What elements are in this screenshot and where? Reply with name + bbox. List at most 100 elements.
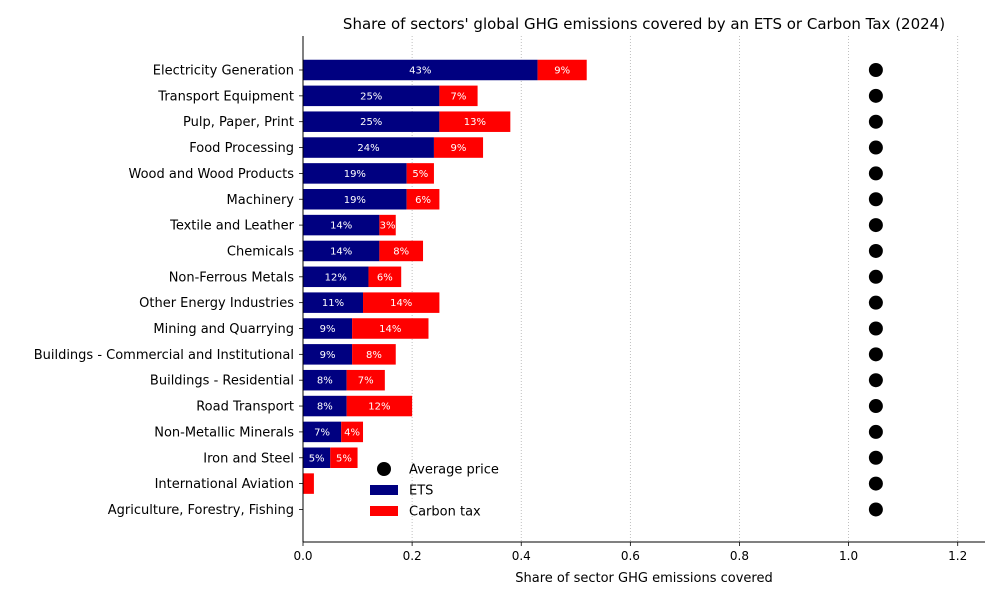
ets-bar [303, 421, 342, 443]
carbon-tax-bar-label: 7% [358, 376, 374, 387]
carbon-tax-bar-label: 6% [377, 272, 393, 283]
x-tick-label: 0.6 [621, 549, 640, 563]
y-tick-label: Machinery [227, 193, 295, 208]
carbon-tax-bar-label: 12% [368, 402, 390, 413]
carbon-tax-bar [352, 344, 396, 365]
ets-bar-label: 24% [357, 143, 379, 154]
x-tick-label: 0.4 [512, 549, 531, 563]
carbon-tax-bar-label: 5% [336, 453, 352, 464]
ets-bar-label: 7% [314, 427, 330, 438]
carbon-tax-bar [406, 163, 434, 184]
y-tick-label: Mining and Quarrying [153, 322, 294, 337]
carbon-tax-bar-label: 8% [393, 246, 409, 257]
carbon-tax-bar [433, 137, 484, 158]
ets-bar-label: 43% [409, 66, 431, 77]
carbon-tax-bar-label: 14% [379, 324, 401, 335]
carbon-tax-bar [439, 111, 511, 132]
x-tick-label: 0.2 [403, 549, 422, 563]
y-tick-label: Textile and Leather [169, 219, 295, 234]
average-price-marker [868, 502, 883, 517]
carbon-tax-bar [330, 447, 358, 468]
x-tick-label: 0.0 [293, 549, 312, 563]
carbon-tax-bar [352, 318, 429, 339]
average-price-marker [868, 321, 883, 336]
y-tick-label: Transport Equipment [157, 89, 294, 104]
y-tick-label: Wood and Wood Products [129, 167, 295, 182]
average-price-marker [868, 114, 883, 129]
y-tick-label: Agriculture, Forestry, Fishing [108, 503, 294, 518]
average-price-marker [868, 166, 883, 181]
average-price-marker [868, 476, 883, 491]
ets-bar [303, 318, 353, 339]
grid [411, 36, 959, 542]
carbon-tax-bar-label: 4% [344, 427, 360, 438]
y-tick-label: Other Energy Industries [139, 296, 294, 311]
carbon-tax-bar-label: 9% [554, 66, 570, 77]
carbon-tax-bar [346, 369, 385, 391]
y-tick-label: Pulp, Paper, Print [183, 115, 294, 130]
carbon-tax-bar [406, 189, 440, 210]
ets-bar [303, 59, 538, 81]
y-tick-label: Chemicals [227, 244, 294, 259]
ets-bar-label: 9% [320, 350, 336, 361]
chart-title: Share of sectors' global GHG emissions c… [343, 15, 945, 33]
y-tick-label: International Aviation [155, 477, 294, 492]
average-price-marker [868, 88, 883, 103]
carbon-tax-bar [346, 395, 413, 417]
y-tick-label: Non-Metallic Minerals [154, 425, 294, 440]
ets-bar [303, 85, 440, 107]
carbon-tax-bar [379, 240, 424, 262]
average-price-marker [868, 347, 883, 362]
ets-bar [303, 395, 347, 417]
legend-label: ETS [409, 484, 433, 499]
carbon-tax-bar [363, 292, 440, 313]
ets-bar [303, 111, 440, 132]
average-price-marker [868, 243, 883, 258]
ets-bar [303, 240, 380, 262]
carbon-tax-bar-label: 9% [451, 143, 467, 154]
ets-bar [303, 447, 331, 468]
x-axis-label: Share of sector GHG emissions covered [515, 571, 772, 586]
ets-bar-label: 11% [322, 298, 344, 309]
ets-bar-label: 14% [330, 246, 352, 257]
carbon-tax-bar [303, 473, 314, 494]
ets-bar [303, 137, 434, 158]
average-price-marker [868, 399, 883, 414]
legend-label: Carbon tax [409, 505, 481, 520]
x-tick-label: 1.2 [948, 549, 967, 563]
y-tick-label: Iron and Steel [203, 451, 294, 466]
carbon-tax-bar-label: 13% [464, 117, 486, 128]
axes: 0.0 0.2 0.4 0.6 0.8 1.0 1.2 Electricity Generat… [34, 36, 985, 563]
ets-bar [303, 214, 380, 236]
legend-swatch [370, 485, 398, 495]
ets-bar-label: 14% [330, 221, 352, 232]
average-price-marker [868, 218, 883, 233]
ets-bar-label: 25% [360, 117, 382, 128]
legend-swatch-average-price [377, 462, 391, 476]
ets-bar-label: 9% [320, 324, 336, 335]
carbon-tax-bar [439, 85, 478, 107]
carbon-tax-bar-label: 14% [390, 298, 412, 309]
y-tick-label: Non-Ferrous Metals [169, 270, 295, 285]
average-price-marker [868, 269, 883, 284]
carbon-tax-bar [368, 266, 402, 288]
ets-bar [303, 344, 353, 365]
ets-bar-label: 19% [344, 195, 366, 206]
legend: Average price ETS Carbon tax [370, 462, 499, 520]
average-price-marker [868, 192, 883, 207]
bars: 43% 9% 25% 7% 25% 13% 24% 9% 19% 5% 19% 6% 14% 3% 14% 8… [303, 59, 587, 494]
carbon-tax-bar [341, 421, 364, 443]
carbon-tax-bar-label: 7% [451, 91, 467, 102]
ets-bar-label: 5% [309, 453, 325, 464]
carbon-tax-bar-label: 5% [412, 169, 428, 180]
ets-bar [303, 292, 364, 313]
ets-bar [303, 189, 407, 210]
ets-bar-label: 25% [360, 91, 382, 102]
average-price-marker [868, 373, 883, 388]
y-tick-label: Road Transport [196, 400, 294, 415]
y-tick-label: Food Processing [189, 141, 294, 156]
x-tick-label: 0.8 [730, 549, 749, 563]
ets-bar-label: 8% [317, 376, 333, 387]
ets-bar [303, 369, 347, 391]
